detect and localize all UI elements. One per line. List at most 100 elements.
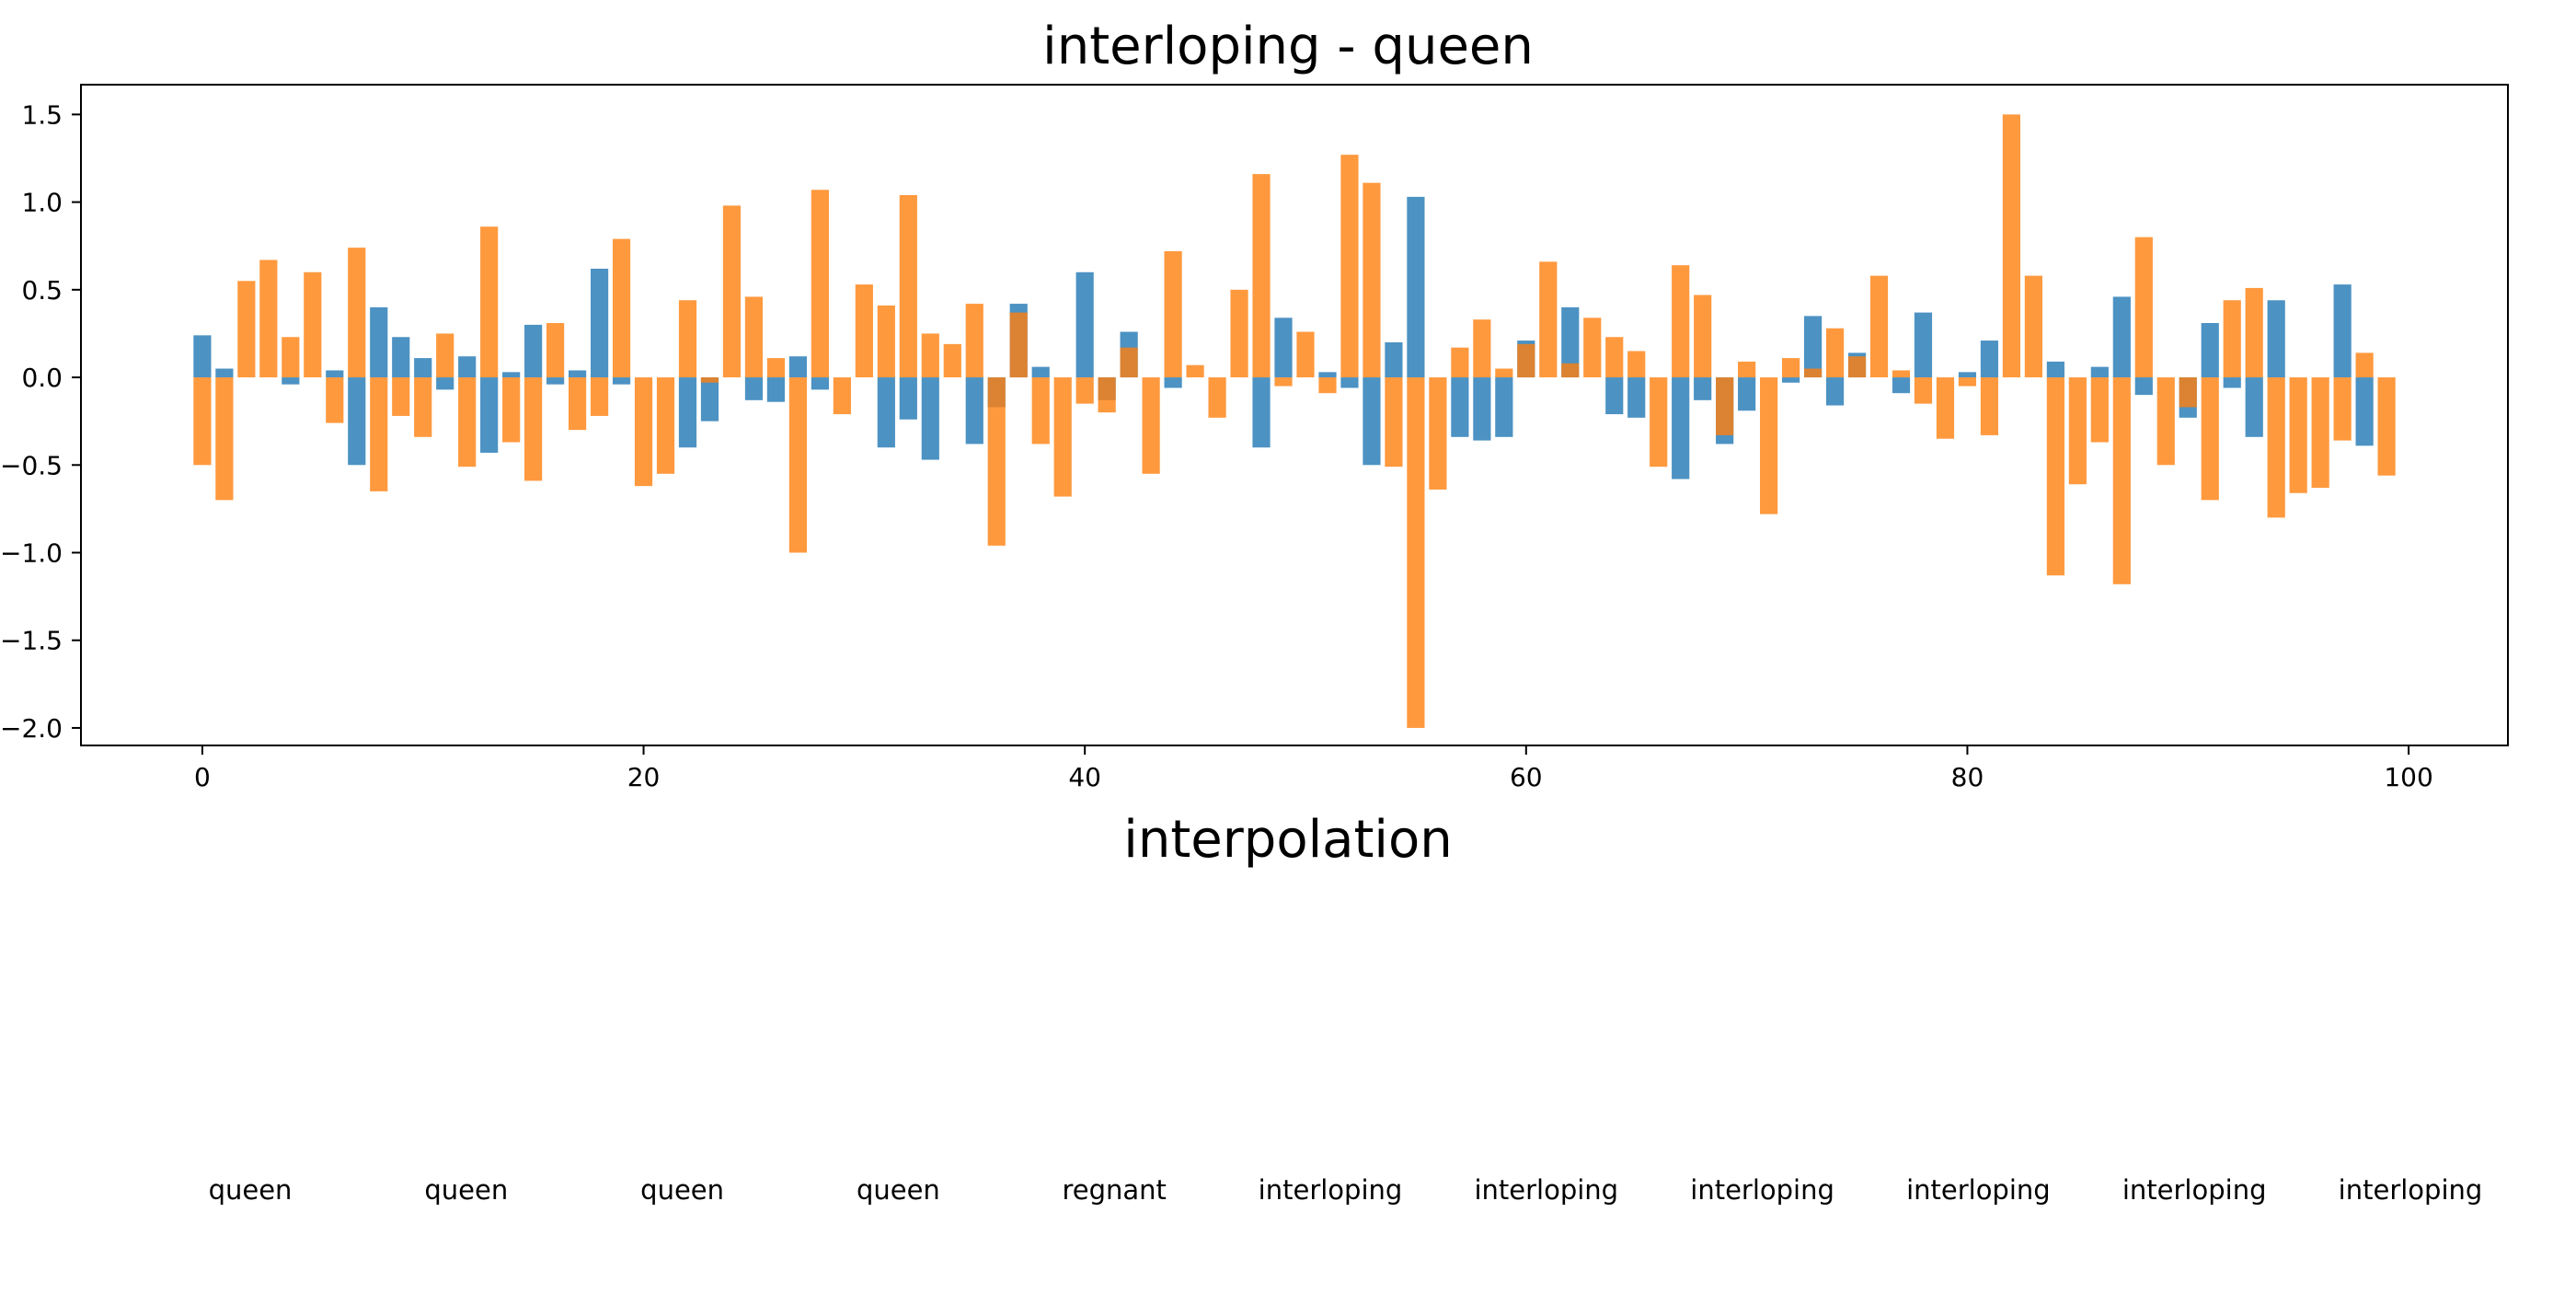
bar-series1-53: [1363, 377, 1381, 466]
bar-series2-15: [524, 377, 543, 481]
y-tick-label: −1.5: [0, 626, 63, 656]
bar-series2-19: [612, 238, 631, 378]
bar-series2-76: [1869, 275, 1889, 378]
bar-series1-16: [546, 377, 565, 385]
plot-frame: [80, 84, 2509, 746]
bar-series2-80: [1958, 377, 1977, 387]
bar-series1-87: [2112, 296, 2131, 378]
bar-series2-9: [392, 377, 410, 416]
bar-series2-94: [2267, 377, 2285, 518]
bar-series2-10: [414, 377, 432, 437]
bar-series1-14: [502, 372, 521, 378]
bar-series2-84: [2046, 377, 2064, 576]
bar-series2-78: [1914, 377, 1933, 404]
bar-series2-58: [1473, 319, 1491, 378]
bar-series1-98: [2355, 377, 2374, 446]
x-tick-label: 60: [1510, 762, 1543, 792]
bars-layer: [193, 114, 2396, 728]
bar-series1-62: [1561, 306, 1580, 378]
bar-series2-60: [1517, 343, 1535, 378]
bar-chart: 0 20 40 60 80 100 −2.0 −1.5 −1.0 −0.5 0.0 0.5 1.0 1.5: [0, 84, 2509, 792]
bar-series1-92: [2223, 377, 2241, 388]
word-label: interloping: [1258, 1174, 1403, 1206]
y-tick-label: 1.0: [21, 188, 63, 218]
word-label: interloping: [1474, 1174, 1619, 1206]
bar-series2-66: [1650, 377, 1668, 468]
bar-series1-15: [524, 324, 543, 378]
bar-series2-90: [2179, 377, 2197, 408]
bar-series2-82: [2002, 114, 2021, 378]
bar-series2-39: [1053, 377, 1072, 497]
bar-series1-52: [1340, 377, 1359, 388]
bar-series2-55: [1407, 377, 1425, 728]
bar-series2-8: [370, 377, 388, 491]
bar-series1-33: [921, 377, 939, 460]
bar-series2-42: [1120, 347, 1138, 378]
y-tick-label: 1.5: [21, 99, 63, 130]
bar-series2-45: [1186, 364, 1204, 378]
y-tick-label: −1.0: [0, 538, 63, 569]
bar-series2-49: [1274, 377, 1293, 387]
bar-series1-77: [1892, 377, 1911, 394]
bar-series1-70: [1738, 377, 1756, 411]
bar-series2-81: [1980, 377, 1999, 435]
bar-series1-57: [1451, 377, 1469, 437]
bar-series2-89: [2156, 377, 2175, 466]
bar-series2-0: [193, 377, 212, 466]
bar-series2-77: [1892, 370, 1911, 378]
bar-series1-68: [1694, 377, 1712, 400]
bar-series2-74: [1825, 328, 1845, 378]
bar-series2-56: [1429, 377, 1447, 490]
bar-series2-62: [1561, 363, 1580, 378]
bar-series2-47: [1230, 289, 1248, 378]
bar-series2-3: [259, 260, 278, 378]
x-tick-label: 80: [1951, 762, 1984, 792]
bar-series1-91: [2201, 323, 2219, 378]
y-tick-label: −0.5: [0, 450, 63, 480]
bar-series2-31: [877, 305, 895, 378]
bar-series1-19: [612, 377, 631, 385]
bar-series2-91: [2201, 377, 2219, 501]
word-label: interloping: [2122, 1174, 2267, 1206]
bar-series2-79: [1936, 377, 1955, 439]
bar-series2-6: [326, 377, 344, 423]
bar-series2-23: [700, 377, 719, 383]
bar-series2-1: [215, 377, 234, 501]
bar-series1-6: [326, 370, 344, 378]
word-label: queen: [856, 1174, 940, 1206]
bar-series2-24: [722, 205, 742, 378]
bar-series2-40: [1075, 377, 1094, 404]
bar-series2-96: [2311, 377, 2329, 489]
bar-series2-38: [1031, 377, 1050, 445]
bar-series2-86: [2090, 377, 2109, 443]
bar-series2-14: [502, 377, 521, 443]
bar-series2-29: [833, 377, 851, 415]
bar-series1-51: [1318, 372, 1337, 378]
bar-series1-44: [1164, 377, 1182, 388]
word-label: interloping: [1906, 1174, 2051, 1206]
bar-series1-64: [1605, 377, 1624, 415]
bar-series2-87: [2112, 377, 2131, 584]
bar-series1-31: [877, 377, 895, 448]
bar-series2-22: [678, 300, 697, 378]
bar-series2-83: [2024, 275, 2042, 378]
y-tick-label: −2.0: [0, 713, 63, 744]
bar-series1-81: [1980, 341, 1999, 378]
subtitle: interpolation: [1123, 810, 1453, 870]
bar-series1-72: [1781, 377, 1800, 383]
bar-series2-46: [1208, 377, 1226, 418]
bar-series1-59: [1495, 377, 1513, 437]
bar-series1-94: [2267, 300, 2285, 378]
bar-series2-57: [1451, 347, 1469, 378]
bar-series1-74: [1825, 377, 1845, 406]
bar-series1-12: [458, 356, 477, 378]
bar-series1-58: [1473, 377, 1491, 441]
bar-series2-32: [899, 194, 917, 378]
bar-series2-13: [480, 226, 499, 378]
bar-series2-28: [811, 190, 829, 378]
bar-series2-99: [2377, 377, 2396, 476]
bar-series2-44: [1164, 250, 1182, 378]
bar-series2-4: [282, 337, 300, 378]
bar-series1-1: [215, 368, 234, 378]
bar-series2-16: [546, 323, 565, 378]
